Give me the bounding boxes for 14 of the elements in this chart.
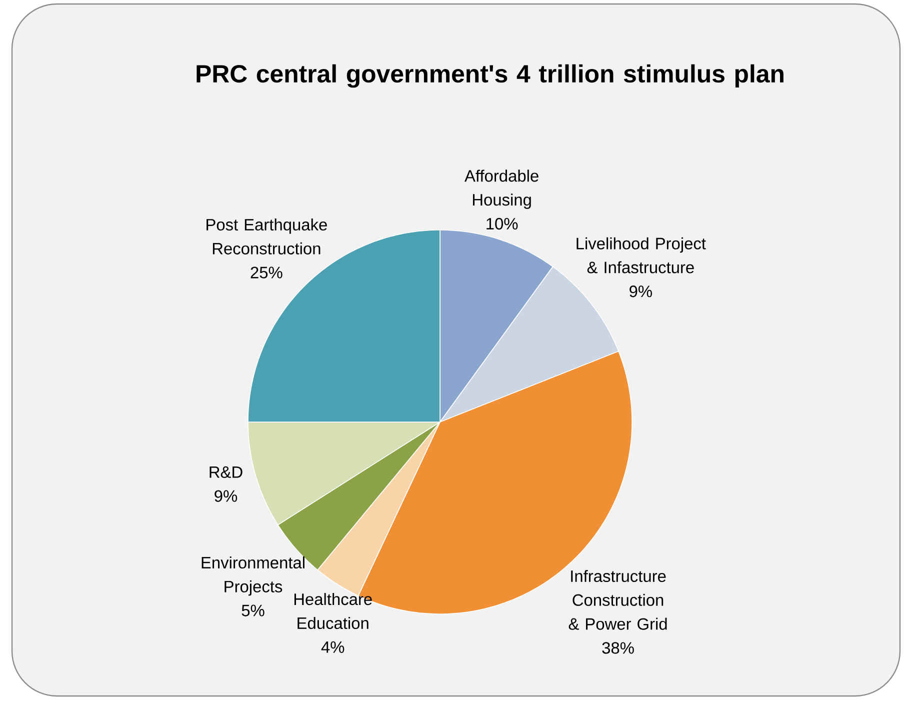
- data-label: 4%: [321, 641, 344, 653]
- slice-label: Infrastructure Construction & Power Grid: [568, 570, 667, 630]
- slice-label: Post Earthquake Reconstruction: [206, 218, 327, 254]
- slice-label: Affordable Housing: [464, 170, 538, 209]
- data-label: 9%: [214, 490, 238, 502]
- slice-label: Healthcare Education: [294, 593, 372, 630]
- data-label: 10%: [486, 218, 518, 230]
- chart-title: PRC central government's 4 trillion stimulus plan: [196, 64, 784, 88]
- slice-label: R&D: [210, 466, 242, 478]
- data-label: 5%: [242, 604, 264, 616]
- slice-label: Livelihood Project & Infastructure: [576, 237, 706, 274]
- data-label: 9%: [630, 286, 652, 298]
- data-label: 25%: [250, 266, 282, 278]
- data-label: 38%: [602, 642, 634, 654]
